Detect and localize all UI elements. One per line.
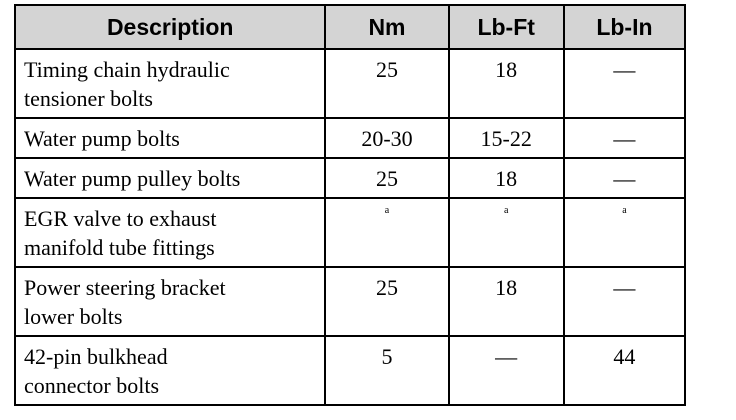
header-cell: Lb-Ft <box>447 4 565 50</box>
header-cell: Description <box>13 4 327 50</box>
cell-value: — <box>495 344 518 369</box>
cell-value: — <box>613 57 636 82</box>
cell-value: 25 <box>375 275 398 300</box>
cell-value: 18 <box>495 166 518 191</box>
table-body: Timing chain hydraulic tensioner bolts 25 1… <box>13 48 687 406</box>
cell-value: 5 <box>381 344 393 369</box>
description-cell: Water pump bolts <box>13 117 327 159</box>
value-cell: — <box>447 335 565 406</box>
cell-value: — <box>613 275 636 300</box>
table-row: Water pump bolts 20-30 15-22 — <box>13 117 687 159</box>
description-cell: 42-pin bulkhead connector bolts <box>13 335 327 406</box>
table-row: Power steering bracket lower bolts 25 18 — <box>13 266 687 337</box>
value-cell: — <box>562 266 687 337</box>
table-row: Timing chain hydraulic tensioner bolts 25 1… <box>13 48 687 119</box>
description-line: EGR valve to exhaust <box>24 206 217 231</box>
description-cell: EGR valve to exhaust manifold tube fittin… <box>13 197 327 268</box>
description-line: manifold tube fittings <box>24 235 215 260</box>
table-row: Water pump pulley bolts 25 18 — <box>13 157 687 199</box>
description-cell: Water pump pulley bolts <box>13 157 327 199</box>
cell-value: 18 <box>495 275 518 300</box>
header-cell: Nm <box>324 4 450 50</box>
cell-value: — <box>613 166 636 191</box>
cell-value: 25 <box>375 166 398 191</box>
description-line: Power steering bracket <box>24 275 226 300</box>
description-line: tensioner bolts <box>24 86 153 111</box>
cell-value: — <box>613 126 636 151</box>
value-cell: — <box>562 48 687 119</box>
description-line: Timing chain hydraulic <box>24 57 230 82</box>
description-line: lower bolts <box>24 304 123 329</box>
value-cell: 5 <box>324 335 450 406</box>
cell-value: 15-22 <box>480 126 532 151</box>
table-header: Description Nm Lb-Ft Lb-In <box>13 4 687 50</box>
description-line: Water pump bolts <box>24 126 180 151</box>
value-cell: a <box>447 197 565 268</box>
table-row: EGR valve to exhaust manifold tube fittin… <box>13 197 687 268</box>
value-cell: — <box>562 157 687 199</box>
value-cell: 18 <box>447 48 565 119</box>
cell-value: 20-30 <box>361 126 413 151</box>
cell-value: 25 <box>375 57 398 82</box>
value-cell: 18 <box>447 157 565 199</box>
footnote-mark: a <box>622 205 627 216</box>
value-cell: 15-22 <box>447 117 565 159</box>
value-cell: 25 <box>324 266 450 337</box>
description-line: 42-pin bulkhead <box>24 344 168 369</box>
torque-table: Description Nm Lb-Ft Lb-In Timing chain hyd… <box>13 4 687 406</box>
value-cell: 20-30 <box>324 117 450 159</box>
description-line: Water pump pulley bolts <box>24 166 241 191</box>
cell-value: 18 <box>495 57 518 82</box>
value-cell: — <box>562 117 687 159</box>
header-cell: Lb-In <box>562 4 687 50</box>
value-cell: a <box>562 197 687 268</box>
description-cell: Timing chain hydraulic tensioner bolts <box>13 48 327 119</box>
value-cell: 44 <box>562 335 687 406</box>
footnote-mark: a <box>384 205 390 216</box>
description-cell: Power steering bracket lower bolts <box>13 266 327 337</box>
cell-value: 44 <box>613 344 636 369</box>
value-cell: 18 <box>447 266 565 337</box>
header-row: Description Nm Lb-Ft Lb-In <box>13 4 687 50</box>
table-row: 42-pin bulkhead connector bolts 5 — 44 <box>13 335 687 406</box>
value-cell: 25 <box>324 48 450 119</box>
value-cell: 25 <box>324 157 450 199</box>
value-cell: a <box>324 197 450 268</box>
description-line: connector bolts <box>24 373 160 398</box>
footnote-mark: a <box>503 205 509 216</box>
